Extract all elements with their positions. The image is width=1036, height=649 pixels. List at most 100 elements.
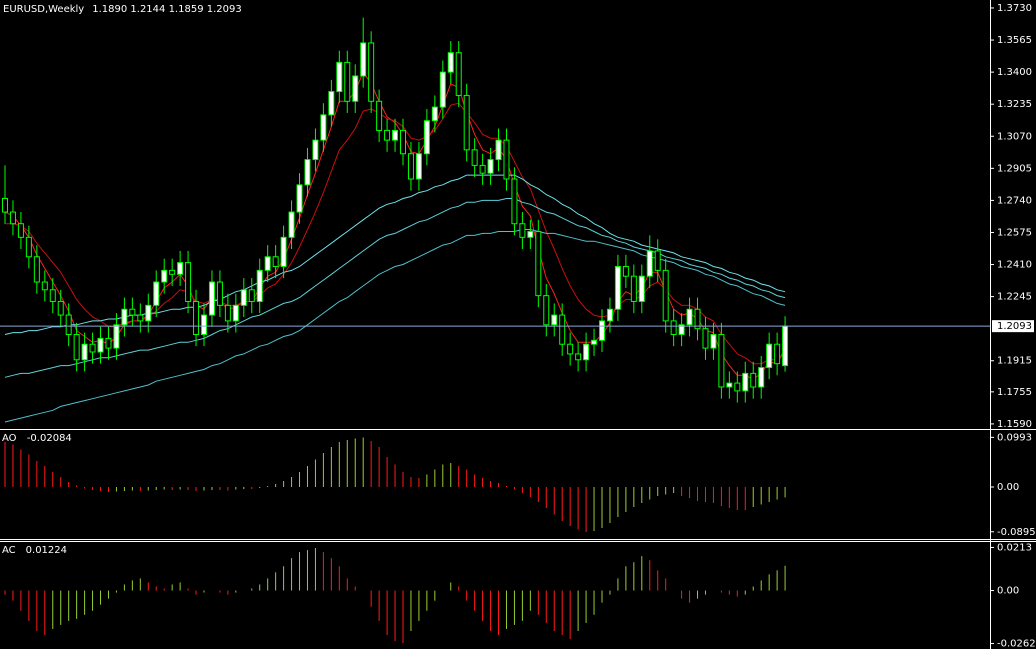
candle-body <box>662 269 669 322</box>
candle-body <box>201 314 207 336</box>
candle-body <box>240 289 247 306</box>
y-tick-label: 0.0993 <box>997 432 1032 443</box>
candle-body <box>81 343 88 361</box>
candle-body <box>519 223 526 238</box>
candle-body <box>264 256 271 271</box>
candle-body <box>630 275 637 302</box>
candle-body <box>591 339 598 345</box>
y-tick-label: 1.3730 <box>997 3 1032 14</box>
candle-body <box>471 149 478 166</box>
candle-body <box>782 325 789 367</box>
candle-body <box>89 343 96 353</box>
candle-body <box>710 334 717 349</box>
candle-body <box>169 269 176 275</box>
indicator-header: AO -0.02084 <box>2 433 72 444</box>
y-tick-label: 0.00 <box>997 586 1019 597</box>
candle-body <box>232 304 239 322</box>
candle-body <box>161 269 168 283</box>
candle-body <box>33 256 40 283</box>
candle-body <box>551 314 558 326</box>
indicator-value: -0.02084 <box>27 433 72 444</box>
candle-body <box>439 71 446 108</box>
candle-body <box>65 314 72 336</box>
y-tick-label: 1.1590 <box>997 419 1032 430</box>
candle-body <box>734 382 741 392</box>
candle-body <box>352 75 359 102</box>
y-tick-label: 1.2410 <box>997 260 1032 271</box>
candle-body <box>137 314 144 322</box>
candle-body <box>360 42 367 77</box>
y-tick-label: -0.0895 <box>997 527 1036 538</box>
candle-body <box>312 139 319 161</box>
chart-title: EURUSD,Weekly <box>3 4 84 15</box>
y-tick-label: 1.3565 <box>997 35 1032 46</box>
candle-body <box>718 334 725 388</box>
candle-body <box>423 120 430 155</box>
candle-body <box>256 269 263 302</box>
candle-body <box>670 320 677 336</box>
y-tick-label: 1.2575 <box>997 227 1032 238</box>
candle-body <box>495 139 502 161</box>
candle-body <box>638 275 645 302</box>
y-tick-label: 1.2245 <box>997 292 1032 303</box>
candle-body <box>742 372 749 392</box>
candle-body <box>559 314 566 345</box>
last-price-box <box>992 320 1034 333</box>
y-tick-label: 1.3070 <box>997 131 1032 142</box>
plot-area <box>2 17 789 644</box>
candle-body <box>614 265 621 310</box>
indicator-title: AO <box>2 433 17 444</box>
candle-body <box>455 52 462 96</box>
candle-body <box>153 281 160 306</box>
candle-body <box>193 300 200 336</box>
candle-body <box>694 308 701 330</box>
y-tick-label: -0.0262 <box>997 639 1036 649</box>
candle-body <box>678 324 685 336</box>
candle-body <box>73 334 80 361</box>
candle-body <box>113 324 120 349</box>
candle-body <box>400 129 406 155</box>
candle-body <box>121 308 128 326</box>
candle-body <box>208 281 215 316</box>
candle-body <box>463 94 470 151</box>
candle-body <box>272 256 279 267</box>
chart-header: EURUSD,Weekly 1.1890 1.2144 1.1859 1.2093 <box>3 4 242 15</box>
candle-body <box>17 223 24 238</box>
indicator-title: AC <box>2 545 16 556</box>
candle-body <box>606 308 613 322</box>
candle-body <box>177 262 184 275</box>
y-tick-label: 1.1915 <box>997 356 1032 367</box>
candle-body <box>129 308 136 316</box>
candle-body <box>622 265 629 277</box>
candle-body <box>702 328 709 349</box>
y-tick-label: 1.3400 <box>997 67 1032 78</box>
y-tick-label: 0.0213 <box>997 542 1032 553</box>
candle-body <box>535 230 542 297</box>
candle-body <box>296 184 303 213</box>
y-tick-label: 1.2905 <box>997 163 1032 174</box>
y-tick-label: 1.1755 <box>997 387 1032 398</box>
candle-body <box>288 211 295 238</box>
candle-body <box>145 304 152 322</box>
candle-body <box>726 382 733 388</box>
candle-body <box>543 295 550 326</box>
candle-body <box>248 289 255 302</box>
candle-body <box>431 106 438 122</box>
candle-body <box>97 337 104 353</box>
candle-body <box>376 100 383 131</box>
ohlc-text: 1.1890 1.2144 1.1859 1.2093 <box>92 4 242 15</box>
candle-body <box>41 281 48 291</box>
candle-body <box>511 178 518 225</box>
candle-body <box>487 159 494 174</box>
last-price-label: 1.2093 <box>997 321 1032 332</box>
candle-body <box>216 281 223 306</box>
candle-body <box>304 159 311 186</box>
candle-body <box>503 139 510 180</box>
candle-body <box>9 211 16 225</box>
y-tick-label: 0.00 <box>997 482 1019 493</box>
candle-body <box>686 308 693 326</box>
candle-body <box>2 197 8 213</box>
candle-body <box>57 300 64 316</box>
